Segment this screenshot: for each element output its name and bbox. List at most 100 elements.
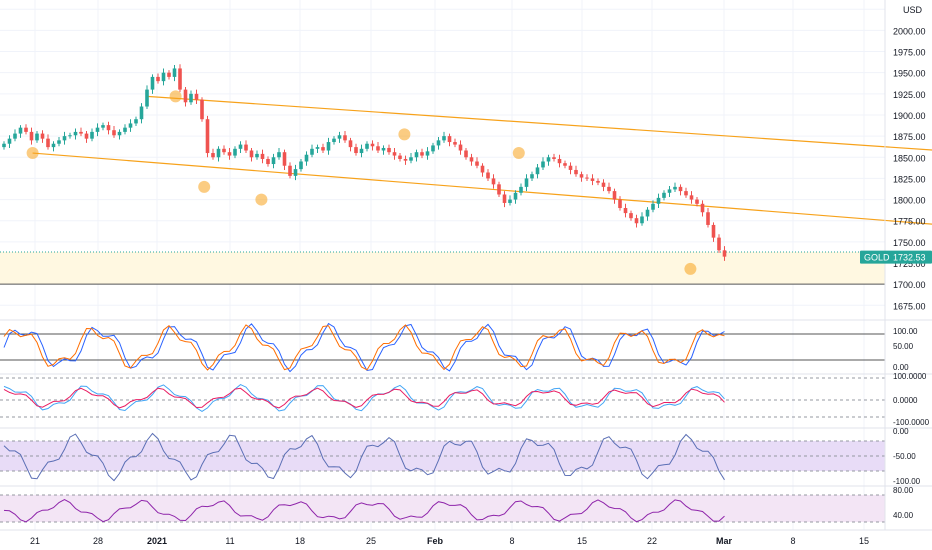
price-tick-label: 1700.00 [893,280,926,290]
candle-body [623,208,628,214]
candle-body [486,172,490,179]
candle-body [491,178,496,185]
price-tick-label: 1875.00 [893,132,926,142]
candle-body [497,184,501,195]
price-axis[interactable]: 2025.002000.001975.001950.001925.001900.… [860,0,932,530]
candle-body [244,144,248,151]
candle-body [150,76,155,90]
price-tick-label: 1750.00 [893,238,926,248]
wr-level-label: 0.00 [893,427,909,436]
candle-body [161,72,166,82]
candle-body [101,125,105,128]
candle-body [35,133,39,141]
candle-body [519,186,523,193]
candle-body [205,119,210,154]
price-tick-label: 1775.00 [893,217,926,227]
candle-body [381,147,386,151]
stoch-level-label: 50.00 [893,342,914,351]
cci-level-label: 0.0000 [893,396,918,405]
williams-r-panel[interactable] [0,432,885,482]
candle-body [640,216,644,224]
stochastic-panel[interactable] [0,322,885,373]
price-tick-label: 1850.00 [893,153,926,163]
last-price-tag [860,250,932,264]
candle-body [530,174,534,179]
pivot-marker [512,147,525,160]
candlestick-series[interactable] [2,64,727,261]
candle-body [706,212,710,225]
candle-body [711,224,716,238]
candle-body [282,152,287,166]
candle-body [156,76,160,82]
candle-body [106,125,111,131]
price-tick-label: 1975.00 [893,48,926,58]
stoch-d-line [3,324,725,371]
time-tick-label: 18 [295,536,305,546]
candle-body [700,203,705,213]
candle-body [238,144,243,149]
candle-body [260,153,265,159]
support-zone-fill [0,252,885,285]
candle-body [95,127,100,132]
price-channel [32,95,932,225]
candle-body [475,161,479,166]
candle-body [618,199,622,209]
candle-body [222,148,226,153]
candle-body [436,140,441,146]
rsi-panel[interactable] [0,494,885,523]
candle-body [79,131,83,134]
price-tick-label: 1925.00 [893,90,926,100]
candle-body [68,135,72,137]
candle-body [46,138,50,148]
candle-body [227,152,232,156]
candle-body [684,191,688,196]
candle-body [634,218,639,224]
candle-body [57,140,61,144]
candle-body [29,131,34,141]
candle-body [255,153,259,158]
candle-body [673,186,677,190]
candle-body [200,99,204,120]
candle-body [288,165,292,176]
candle-body [596,180,600,183]
candle-body [590,178,595,181]
cci-panel[interactable] [0,377,885,418]
price-tick-label: 1675.00 [893,301,926,311]
candle-body [343,135,347,141]
candle-body [453,142,457,145]
time-tick-label: 8 [790,536,795,546]
stoch-k-line [3,322,725,373]
candle-body [585,177,589,179]
time-tick-label: Feb [427,536,444,546]
candle-body [612,191,617,200]
price-tick-label: 1800.00 [893,196,926,206]
candle-body [62,136,67,141]
price-tick-label: 1900.00 [893,111,926,121]
channel-lower-line [32,152,932,225]
time-tick-label: 28 [93,536,103,546]
candle-body [2,143,6,148]
pivot-marker [169,90,182,103]
time-axis[interactable]: 21 28 2021 11 18 25 Feb 8 15 22 Mar 8 15 [0,529,932,546]
candle-body [40,133,45,139]
candle-body [431,145,435,152]
time-tick-label: 15 [577,536,587,546]
candle-body [557,158,562,164]
candle-body [315,147,320,149]
rsi-line [3,499,725,523]
cci-slow-line [3,387,725,409]
candle-body [387,147,391,153]
time-tick-label: 25 [366,536,376,546]
candle-body [310,148,314,155]
channel-upper-line [146,95,932,151]
candle-body [13,133,17,139]
candle-body [535,167,540,175]
candle-body [189,93,193,103]
wr-line [3,432,725,482]
stoch-level-label: 100.00 [893,327,918,336]
candle-body [629,213,633,219]
pivot-marker [198,180,211,193]
candle-body [167,72,171,77]
candle-body [425,151,430,156]
